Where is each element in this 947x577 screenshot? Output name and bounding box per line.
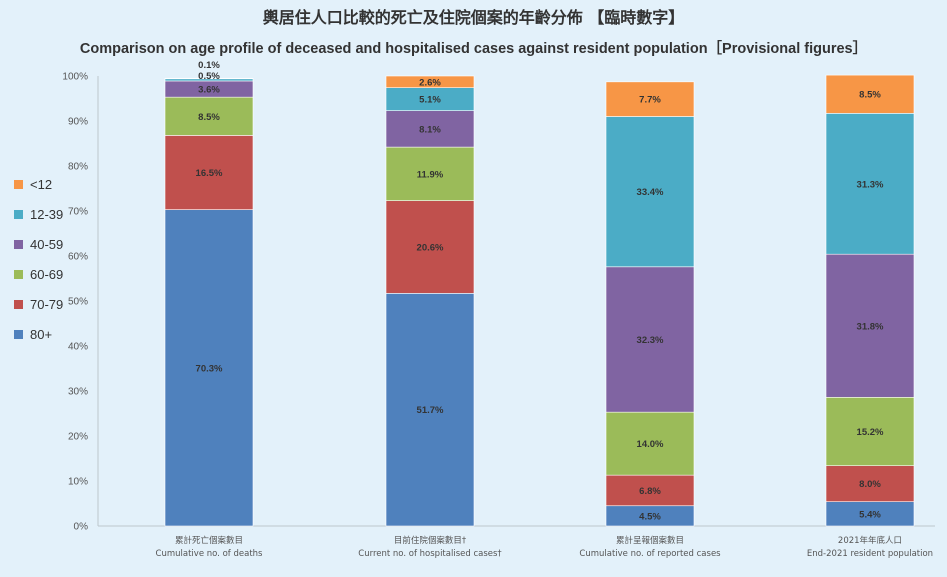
bar-segment [385,75,475,88]
y-tick-label: 80% [68,162,88,173]
data-label: 6.8% [639,486,661,497]
bar-segment [164,96,254,136]
legend-item: 40-59 [14,234,63,254]
bar-segment [605,411,695,476]
legend-swatch [14,329,23,339]
data-label: 5.4% [859,509,881,520]
y-tick-label: 0% [74,522,89,533]
x-category-label: Current no. of hospitalised cases† [358,549,502,559]
y-tick-label: 100% [62,72,88,83]
bar-segment [825,465,915,503]
bar-segment [825,253,915,398]
x-category-label: 目前住院個案數目† [394,535,467,546]
bar-segment [825,501,915,527]
data-label: 15.2% [857,427,884,438]
data-label: 14.0% [637,439,664,450]
bar-segment [825,74,915,114]
bar-segment [385,200,475,294]
bar-segment [825,113,915,255]
legend-swatch [14,179,23,189]
x-category-label: Cumulative no. of reported cases [579,549,721,559]
data-label: 33.4% [637,187,664,198]
data-label: 5.1% [419,95,441,106]
data-label: 8.0% [859,479,881,490]
legend-item: <12 [14,174,63,194]
legend-swatch [14,299,23,309]
legend-swatch [14,269,23,279]
bar-segment [605,81,695,117]
legend-swatch [14,209,23,219]
data-label: 8.5% [859,90,881,101]
data-label: 70.3% [196,363,223,374]
bar-segment [605,266,695,413]
legend-swatch [14,239,23,249]
chart-subtitle: Comparison on age profile of deceased an… [79,41,868,57]
bar-segment [385,110,475,148]
x-category-label: End-2021 resident population [807,549,933,559]
y-tick-label: 30% [68,387,88,398]
y-tick-label: 90% [68,117,88,128]
data-label: 3.6% [198,85,220,96]
data-label: 4.5% [639,511,661,522]
legend-item: 12-39 [14,204,63,224]
chart-legend: <12 12-39 40-59 60-69 70-79 80+ [14,174,63,354]
x-category-label: 累計死亡個案數目 [175,535,243,546]
bar-segment [164,135,254,210]
legend-label: 80+ [30,326,53,342]
legend-label: <12 [30,176,53,192]
legend-item: 70-79 [14,294,63,314]
chart-title: 輿居住人口比較的死亡及住院個案的年齡分佈 【臨時數字】 [262,8,685,27]
legend-item: 60-69 [14,264,63,284]
bar-segment [385,293,475,527]
y-tick-label: 40% [68,342,88,353]
bar-segment [605,116,695,268]
data-label: 51.7% [417,405,444,416]
data-label: 20.6% [417,243,444,254]
bar-segment [164,77,254,80]
data-label: 2.6% [419,77,441,88]
legend-item: 80+ [14,324,63,344]
legend-label: 70-79 [30,296,64,312]
data-label: 16.5% [196,168,223,179]
y-tick-label: 60% [68,252,88,263]
data-label: 8.1% [419,124,441,135]
x-category-label: 2021年年底人口 [838,535,902,546]
data-label: 32.3% [637,335,664,346]
bar-segment [605,474,695,507]
legend-label: 60-69 [30,266,64,282]
data-label: 8.5% [198,112,220,123]
x-category-label: 累計呈報個案數目 [616,535,684,546]
bar-segment [164,209,254,527]
legend-label: 40-59 [30,236,64,252]
x-category-label: Cumulative no. of deaths [156,549,264,559]
data-label: 31.3% [857,179,884,190]
bar-segment [825,396,915,466]
y-tick-label: 20% [68,432,88,443]
data-label: 31.8% [857,321,884,332]
data-label: 0.5% [198,71,220,82]
y-tick-label: 70% [68,207,88,218]
data-label: 7.7% [639,95,661,106]
bar-segment [385,146,475,201]
data-label: 11.9% [417,169,444,180]
data-label: 0.1% [198,60,220,71]
y-tick-label: 10% [68,477,88,488]
legend-label: 12-39 [30,206,64,222]
y-tick-label: 50% [68,297,88,308]
